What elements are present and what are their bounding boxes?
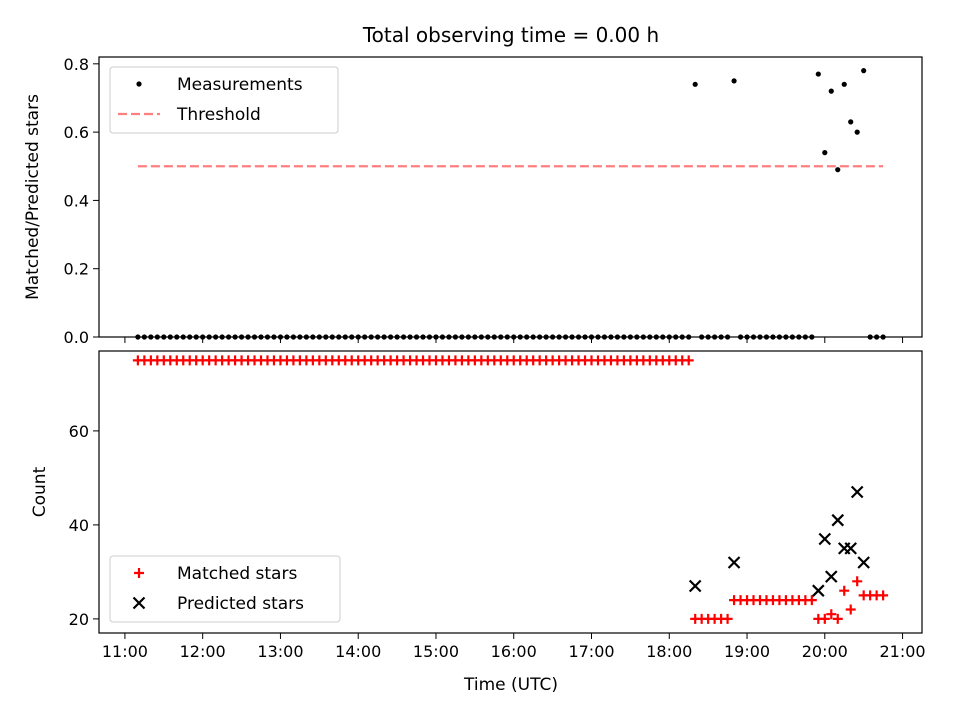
measurement-point <box>841 81 847 87</box>
measurement-point <box>815 71 821 77</box>
measurement-point <box>822 150 828 156</box>
predicted-star-point <box>824 570 838 583</box>
measurement-point <box>854 129 860 135</box>
series-matched-stars <box>132 355 889 624</box>
y-axis-label: Count <box>30 466 50 517</box>
x-tick-label: 17:00 <box>568 642 614 661</box>
y-axis-label: Matched/Predicted stars <box>23 94 43 300</box>
matched-star-point <box>845 604 856 615</box>
y-tick-label: 0.0 <box>64 328 89 347</box>
measurement-point <box>835 167 841 173</box>
y-tick-label: 60 <box>69 422 89 441</box>
measurement-point <box>731 78 737 84</box>
predicted-star-point <box>688 579 702 593</box>
measurement-point <box>136 81 142 87</box>
measurement-point <box>848 119 854 125</box>
predicted-star-point <box>132 596 146 610</box>
plot-frame <box>98 56 923 338</box>
y-tick-label: 20 <box>69 610 89 629</box>
legend-label: Measurements <box>177 75 303 95</box>
legend-box <box>109 555 341 623</box>
x-tick-label: 19:00 <box>724 642 770 661</box>
predicted-star-point <box>850 485 864 499</box>
predicted-star-point <box>818 532 832 546</box>
legend-label: Threshold <box>176 105 261 125</box>
predicted-star-point <box>857 556 870 569</box>
x-axis-label: Time (UTC) <box>463 675 558 695</box>
plot-frame <box>98 350 923 634</box>
measurement-point <box>861 68 867 74</box>
chart-title: Total observing time = 0.00 h <box>362 23 659 47</box>
y-tick-label: 0.6 <box>64 123 89 142</box>
x-tick-label: 21:00 <box>880 642 926 661</box>
matched-star-point <box>819 613 830 624</box>
matched-star-point <box>826 609 837 620</box>
predicted-star-point <box>844 542 857 555</box>
x-tick-label: 14:00 <box>335 642 381 661</box>
x-tick-label: 12:00 <box>180 642 226 661</box>
top-panel: 0.0 0.2 0.4 0.6 0.8 Matched/Predicted stars Me… <box>23 55 923 347</box>
legend-box <box>109 66 339 134</box>
y-tick-label: 40 <box>69 516 89 535</box>
series-predicted-stars <box>688 485 870 597</box>
matched-star-point <box>839 585 850 596</box>
matched-star-point <box>832 613 843 624</box>
y-tick-label: 0.8 <box>64 55 89 74</box>
x-tick-label: 11:00 <box>102 642 148 661</box>
y-tick-label: 0.4 <box>64 191 89 210</box>
y-tick-label: 0.2 <box>64 260 89 279</box>
measurement-point <box>692 81 698 87</box>
measurement-point <box>828 88 834 94</box>
x-tick-label: 18:00 <box>646 642 692 661</box>
matched-star-point <box>878 590 889 601</box>
matched-star-point <box>806 595 817 606</box>
predicted-star-point <box>831 513 845 527</box>
legend: Measurements Threshold <box>109 66 339 134</box>
predicted-star-point <box>812 584 825 597</box>
matched-star-point <box>722 613 733 624</box>
x-tick-label: 16:00 <box>491 642 537 661</box>
x-tick-label: 15:00 <box>413 642 459 661</box>
predicted-star-point <box>727 556 741 569</box>
matched-star-point <box>683 355 694 366</box>
x-tick-label: 20:00 <box>802 642 848 661</box>
legend: Matched stars Predicted stars <box>109 555 341 623</box>
matched-star-point <box>852 576 863 587</box>
legend-label: Matched stars <box>177 564 297 584</box>
legend-label: Predicted stars <box>177 594 304 614</box>
bottom-panel: 20 40 60 11:00 12:00 13:00 14:00 15:00 16:00 17:0… <box>30 350 926 661</box>
matched-star-point <box>134 568 144 578</box>
x-tick-label: 13:00 <box>257 642 303 661</box>
